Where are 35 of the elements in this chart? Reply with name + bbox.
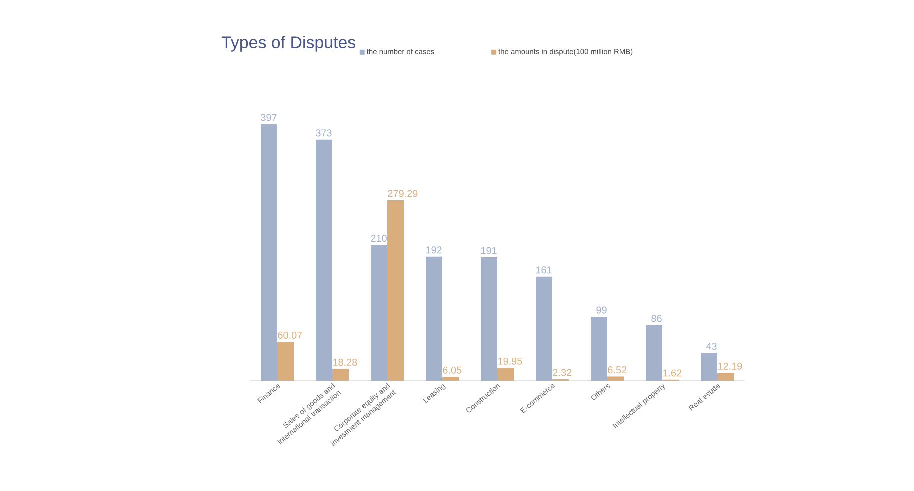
data-label: 86 bbox=[652, 315, 662, 322]
data-label: 19.95 bbox=[498, 358, 522, 365]
data-label: 279.29 bbox=[388, 190, 418, 198]
bar bbox=[388, 200, 404, 381]
data-label: 191 bbox=[481, 247, 497, 254]
data-label: 397 bbox=[261, 114, 277, 122]
bar bbox=[701, 353, 718, 381]
bar bbox=[718, 373, 734, 381]
bar bbox=[442, 377, 460, 381]
bar bbox=[591, 316, 608, 381]
bar bbox=[371, 245, 388, 381]
chart-title: Types of Disputes bbox=[222, 36, 356, 52]
bar bbox=[608, 376, 624, 381]
bar bbox=[646, 325, 662, 381]
data-label: 161 bbox=[536, 266, 552, 274]
bar bbox=[481, 258, 498, 381]
data-label: 6.05 bbox=[443, 366, 462, 374]
data-label: 99 bbox=[596, 306, 607, 314]
bar bbox=[536, 276, 552, 381]
data-label: 6.52 bbox=[608, 366, 627, 374]
data-label: 18.28 bbox=[333, 358, 358, 366]
bar bbox=[316, 140, 333, 381]
bar bbox=[498, 368, 514, 381]
bar bbox=[261, 124, 278, 381]
data-label: 1.62 bbox=[663, 370, 682, 377]
data-label: 2.32 bbox=[553, 369, 572, 376]
data-label: 373 bbox=[316, 130, 332, 137]
bar bbox=[332, 369, 350, 381]
data-label: 43 bbox=[706, 342, 717, 350]
bar bbox=[278, 342, 294, 381]
data-label: 210 bbox=[371, 235, 387, 242]
bar bbox=[426, 256, 443, 381]
data-label: 60.07 bbox=[278, 332, 302, 339]
data-label: 192 bbox=[426, 246, 442, 254]
data-label: 12.19 bbox=[718, 362, 742, 370]
